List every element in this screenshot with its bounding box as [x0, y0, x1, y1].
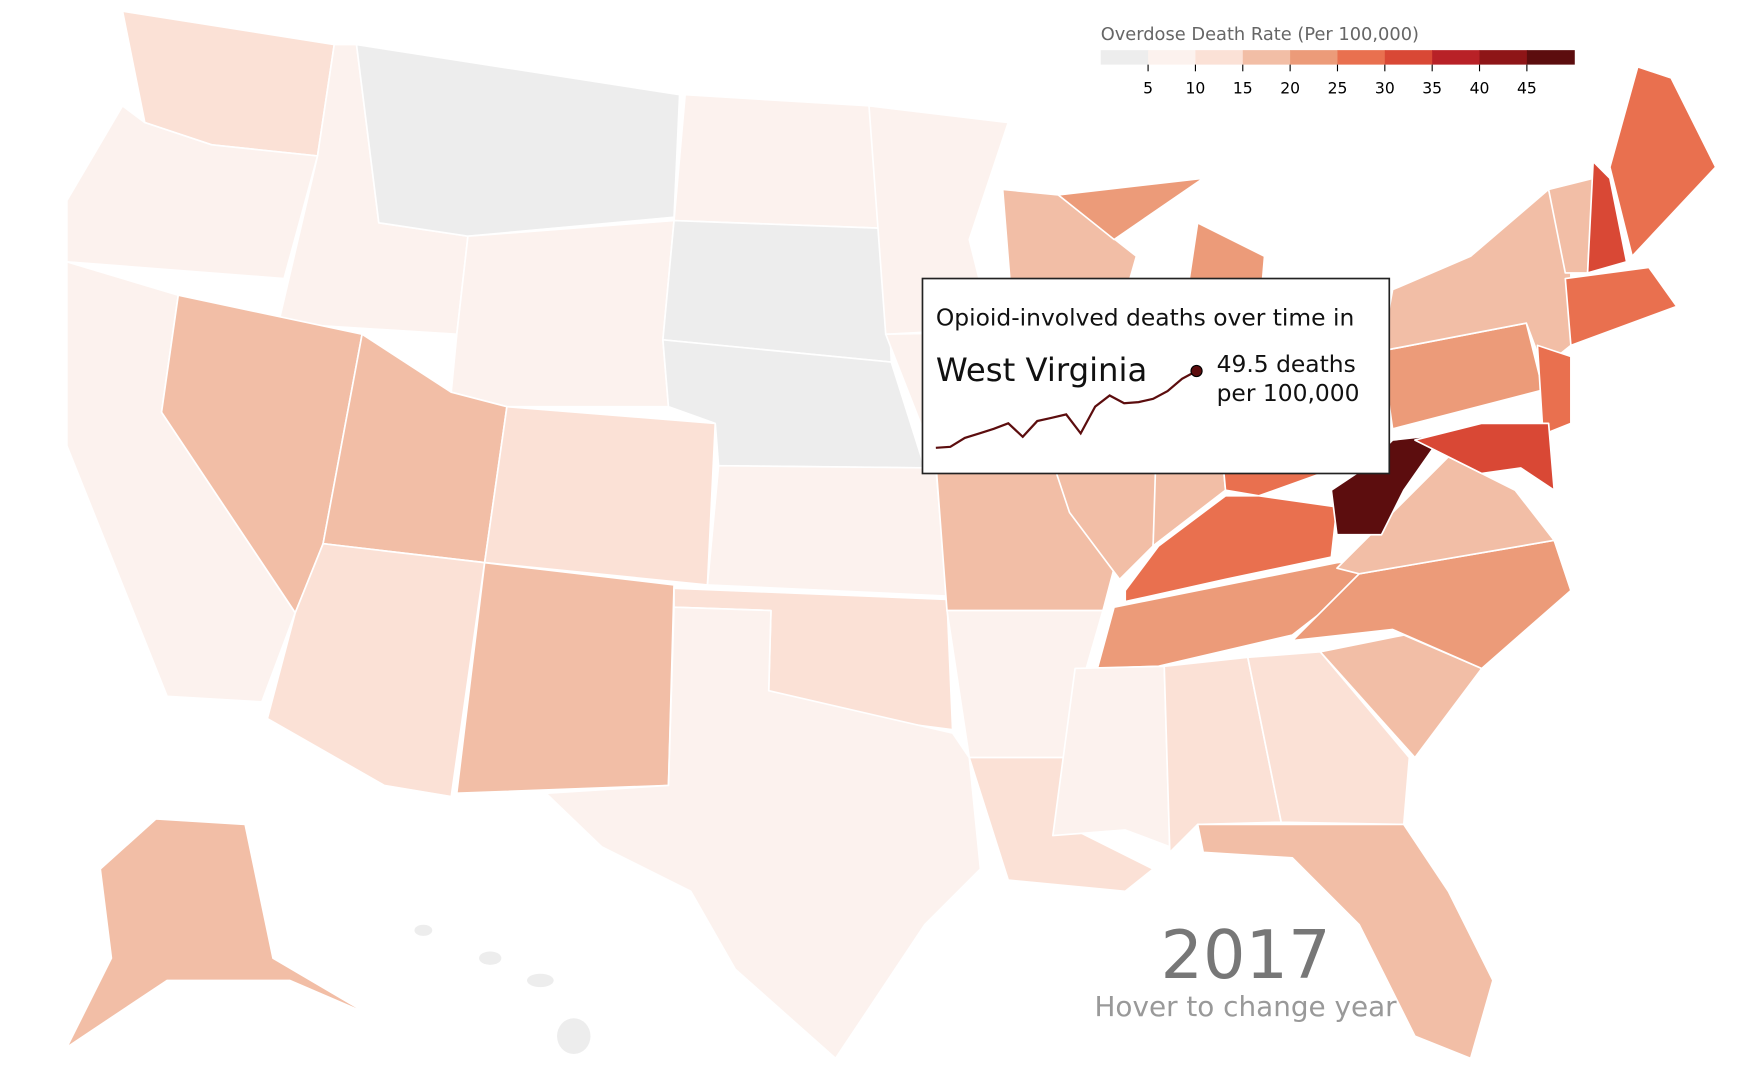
legend-title: Overdose Death Rate (Per 100,000) [1101, 24, 1419, 45]
tooltip-box [921, 277, 1391, 475]
legend-swatch [1148, 50, 1196, 65]
state[interactable] [414, 924, 433, 936]
legend-swatch [1337, 50, 1386, 65]
state[interactable] [1163, 656, 1283, 854]
trend-end-dot [1190, 364, 1203, 378]
value-label: 49.5 deaths [1217, 350, 1356, 378]
state[interactable] [1609, 66, 1717, 258]
legend-tick-label: 20 [1280, 80, 1300, 98]
legend-tick-label: 30 [1375, 80, 1395, 98]
year: 2017 [1161, 916, 1331, 994]
states [66, 10, 1717, 1060]
state[interactable] [479, 951, 502, 965]
state[interactable] [1536, 344, 1572, 436]
state[interactable] [526, 973, 554, 988]
state[interactable] [1057, 177, 1205, 241]
state[interactable] [455, 561, 675, 795]
legend-tick-label: 25 [1328, 80, 1348, 98]
state[interactable] [673, 93, 887, 230]
legend-tick-label: 15 [1233, 80, 1253, 98]
state[interactable] [1196, 823, 1494, 1060]
legend-tick-label: 10 [1186, 80, 1206, 98]
state[interactable] [662, 219, 893, 363]
legend-swatch [1526, 50, 1575, 65]
legend: Overdose Death Rate (Per 100,000) 5 10 15 2… [1100, 24, 1575, 98]
state-name: West Virginia [936, 351, 1147, 389]
tooltip: Opioid-involved deaths over time in West… [921, 277, 1391, 475]
legend-tick-label: 45 [1517, 80, 1537, 98]
trend-line [935, 370, 1198, 449]
state[interactable] [545, 606, 982, 1060]
state[interactable] [450, 219, 675, 408]
state[interactable] [66, 105, 319, 280]
state[interactable] [483, 405, 717, 586]
state[interactable] [1586, 160, 1628, 274]
state[interactable] [1051, 665, 1171, 848]
legend-swatch [1195, 50, 1244, 65]
legend-tick-label: 35 [1422, 80, 1442, 98]
legend-swatch [1290, 50, 1339, 65]
state[interactable] [355, 43, 681, 238]
state[interactable] [1414, 422, 1556, 492]
state[interactable] [557, 1018, 591, 1054]
legend-swatch [1384, 50, 1433, 65]
tooltip-title: Opioid-involved deaths over time in [936, 303, 1354, 331]
legend-swatch [1479, 50, 1528, 65]
legend-tick-label: 40 [1470, 80, 1490, 98]
legend-swatch [1242, 50, 1291, 65]
state[interactable] [1564, 266, 1678, 347]
legend-swatch [1432, 50, 1481, 65]
value-unit: per 100,000 [1217, 379, 1360, 407]
hint: Hover to change year [1095, 990, 1398, 1023]
state[interactable] [706, 464, 948, 597]
state[interactable] [1246, 650, 1411, 826]
state[interactable] [66, 818, 369, 1049]
legend-swatch [1100, 50, 1149, 65]
legend-tick-label: 5 [1143, 80, 1153, 98]
